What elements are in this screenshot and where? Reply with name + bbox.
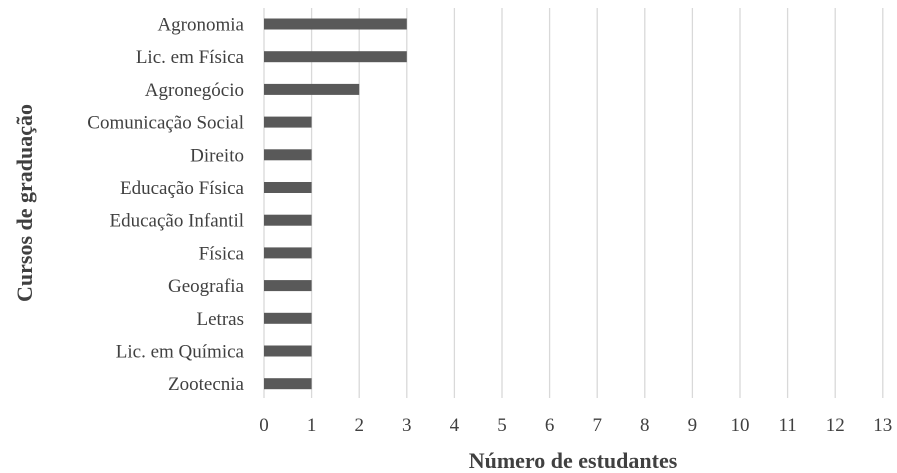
bar — [264, 378, 312, 390]
category-label: Lic. em Física — [136, 47, 245, 68]
bar — [264, 182, 312, 193]
x-tick-label: 5 — [497, 415, 507, 436]
bar — [264, 247, 312, 259]
x-tick-label: 1 — [307, 415, 317, 436]
x-tick-label: 6 — [545, 415, 555, 436]
bar — [264, 280, 312, 292]
category-label: Agronegócio — [145, 80, 244, 101]
category-label: Comunicação Social — [87, 113, 244, 134]
bar — [264, 149, 312, 161]
bar — [264, 116, 312, 128]
x-tick-labels: 0 1 2 3 4 5 6 7 8 9 10 11 12 13 — [259, 415, 892, 436]
gridlines — [263, 8, 884, 398]
bar — [264, 18, 407, 30]
bar — [264, 83, 360, 95]
bars — [264, 18, 407, 390]
x-tick-label: 4 — [450, 415, 460, 436]
x-axis-title: Número de estudantes — [469, 448, 678, 473]
x-tick-label: 3 — [402, 415, 412, 436]
x-tick-label: 2 — [354, 415, 364, 436]
category-label: Física — [199, 243, 245, 264]
x-tick-label: 11 — [778, 415, 796, 436]
x-tick-label: 13 — [873, 415, 892, 436]
category-label: Letras — [197, 309, 244, 330]
category-label: Direito — [190, 145, 244, 166]
bar — [264, 214, 312, 226]
category-label: Zootecnia — [168, 374, 245, 395]
x-tick-label: 9 — [688, 415, 698, 436]
y-axis-title: Cursos de graduação — [12, 104, 37, 302]
x-tick-label: 8 — [640, 415, 650, 436]
category-label: Lic. em Química — [116, 342, 245, 363]
category-label: Educação Infantil — [109, 211, 244, 232]
category-labels: Agronomia Lic. em Física Agronegócio Comuni… — [87, 15, 244, 396]
x-tick-label: 12 — [826, 415, 845, 436]
category-label: Geografia — [168, 276, 245, 297]
category-label: Agronomia — [157, 15, 244, 36]
x-tick-label: 7 — [592, 415, 602, 436]
bar — [264, 312, 312, 324]
x-tick-label: 10 — [731, 415, 750, 436]
bar — [264, 345, 312, 357]
x-tick-label: 0 — [259, 415, 269, 436]
bar — [264, 51, 407, 63]
category-label: Educação Física — [120, 178, 245, 199]
